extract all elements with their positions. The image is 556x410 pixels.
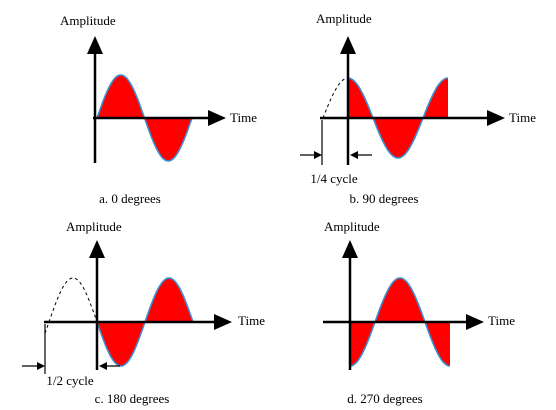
y-axis-label: Amplitude — [316, 11, 372, 26]
arrowhead — [350, 151, 358, 159]
wave-line — [347, 77, 449, 159]
wave-line — [349, 277, 451, 367]
y-axis-label: Amplitude — [66, 219, 122, 234]
caption: c. 180 degrees — [95, 391, 170, 406]
arrowhead — [214, 314, 232, 330]
caption: d. 270 degrees — [347, 391, 422, 406]
y-axis-label: Amplitude — [60, 13, 116, 28]
arrowhead — [466, 314, 484, 330]
caption: b. 90 degrees — [350, 191, 419, 206]
y-axis-label: Amplitude — [324, 219, 380, 234]
arrowhead — [487, 110, 505, 126]
arrowhead — [208, 110, 226, 126]
x-axis-label: Time — [238, 313, 265, 328]
arrowhead — [314, 151, 322, 159]
arrowhead — [342, 240, 358, 258]
arrowhead — [340, 36, 356, 54]
cycle-label: 1/4 cycle — [310, 171, 358, 186]
arrowhead — [37, 362, 45, 370]
arrowhead — [99, 362, 107, 370]
dashed-wave — [44, 277, 98, 334]
x-axis-label: Time — [488, 313, 515, 328]
x-axis-label: Time — [509, 110, 536, 125]
dashed-wave — [322, 77, 348, 119]
caption: a. 0 degrees — [99, 191, 161, 206]
cycle-label: 1/2 cycle — [46, 373, 94, 388]
arrowhead — [87, 36, 103, 54]
arrowhead — [89, 240, 105, 258]
x-axis-label: Time — [230, 110, 257, 125]
